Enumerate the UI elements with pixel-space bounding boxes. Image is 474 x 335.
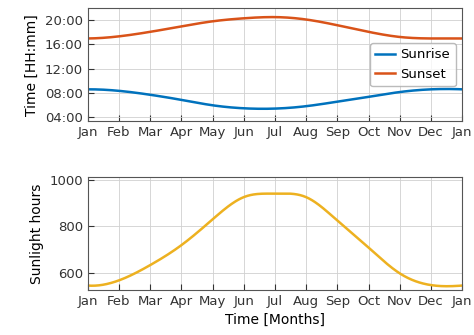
Line: Sunset: Sunset (88, 17, 462, 39)
Sunset (85, 37, 91, 41)
Sunset (263, 15, 268, 19)
X-axis label: Time [Months]: Time [Months] (225, 313, 325, 327)
Sunset (434, 37, 439, 41)
Sunset (269, 15, 275, 19)
Legend: Sunrise, Sunset: Sunrise, Sunset (370, 43, 456, 86)
Sunrise (288, 106, 294, 110)
Sunrise (85, 87, 91, 91)
Sunset (265, 15, 271, 19)
Sunset (288, 16, 294, 20)
Y-axis label: Time [HH:mm]: Time [HH:mm] (25, 14, 39, 116)
Sunrise (444, 87, 449, 91)
Sunrise (266, 107, 272, 111)
Sunrise (459, 87, 465, 91)
Sunset (452, 37, 457, 41)
Sunrise (260, 107, 266, 111)
Sunrise (392, 91, 398, 95)
Y-axis label: Sunlight hours: Sunlight hours (30, 183, 44, 284)
Sunset (309, 18, 314, 22)
Sunrise (309, 104, 314, 108)
Sunrise (452, 87, 457, 91)
Sunrise (264, 107, 269, 111)
Line: Sunrise: Sunrise (88, 89, 462, 109)
Sunset (459, 37, 465, 41)
Sunset (392, 35, 398, 39)
